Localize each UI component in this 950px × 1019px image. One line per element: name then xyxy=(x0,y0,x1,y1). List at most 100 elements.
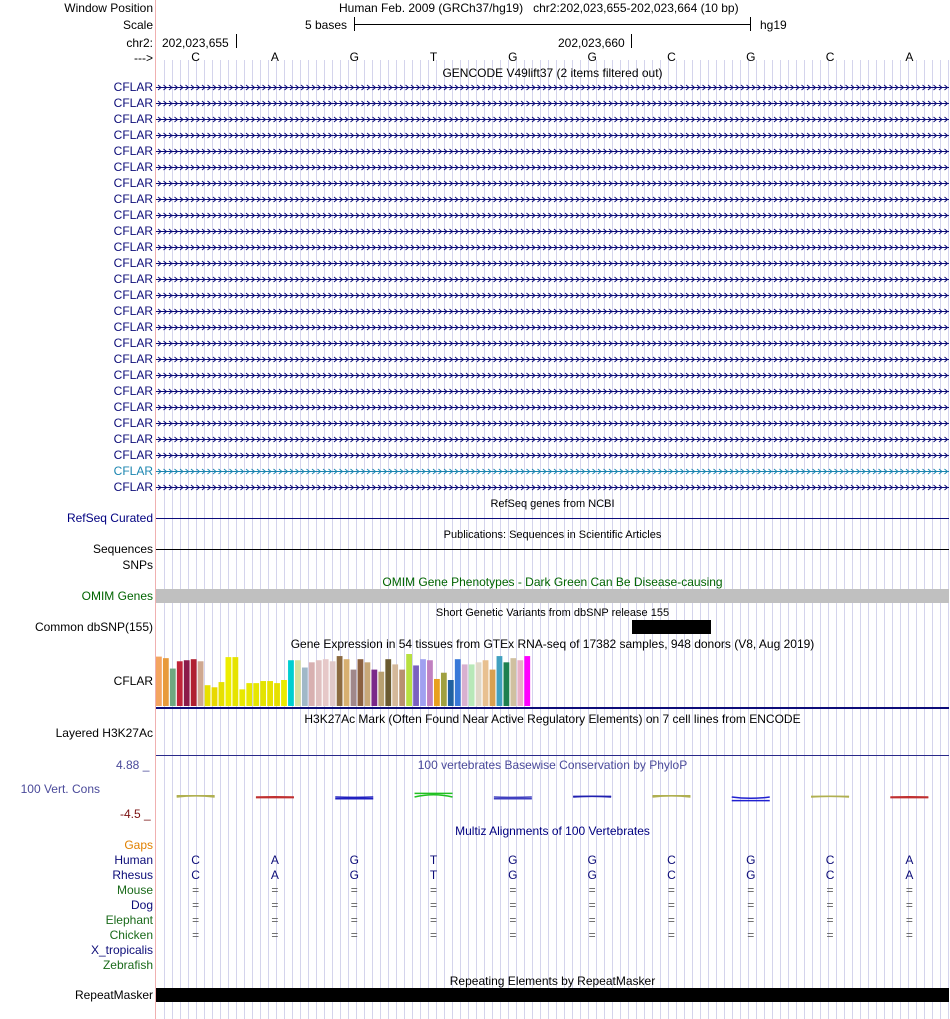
gencode-transcript[interactable] xyxy=(156,404,949,411)
gencode-transcript[interactable] xyxy=(156,180,949,187)
dbsnp-track-label[interactable]: Common dbSNP(155) xyxy=(34,620,153,634)
gtex-tissue-bar[interactable] xyxy=(162,658,169,706)
gencode-item-label[interactable]: CFLAR xyxy=(113,400,153,414)
gencode-item-label[interactable]: CFLAR xyxy=(113,240,153,254)
gencode-item-label[interactable]: CFLAR xyxy=(113,144,153,158)
multiz-species-label[interactable]: Mouse xyxy=(116,883,153,897)
gtex-tissue-bar[interactable] xyxy=(475,662,482,706)
gtex-tissue-bar[interactable] xyxy=(420,659,426,706)
multiz-species-label[interactable]: Elephant xyxy=(105,913,153,927)
gtex-tissue-bar[interactable] xyxy=(364,662,371,706)
multiz-species-label[interactable]: Chicken xyxy=(109,928,153,942)
gencode-item-label[interactable]: CFLAR xyxy=(113,416,153,430)
gtex-tissue-bar[interactable] xyxy=(274,683,280,706)
gtex-tissue-bar[interactable] xyxy=(343,659,350,706)
gencode-transcript[interactable] xyxy=(156,436,949,443)
gtex-tissue-bar[interactable] xyxy=(378,671,385,706)
gencode-transcript[interactable] xyxy=(156,356,949,363)
gtex-track-label[interactable]: CFLAR xyxy=(113,674,153,688)
publications-feature-line[interactable] xyxy=(156,549,949,550)
gtex-tissue-bar[interactable] xyxy=(482,660,489,706)
publications-track-label[interactable]: Sequences xyxy=(92,542,153,556)
gtex-tissue-bar[interactable] xyxy=(253,683,260,706)
gtex-tissue-bar[interactable] xyxy=(156,656,162,706)
gencode-item-label[interactable]: CFLAR xyxy=(113,288,153,302)
gtex-tissue-bar[interactable] xyxy=(350,669,357,706)
gtex-tissue-bar[interactable] xyxy=(315,660,322,706)
gencode-item-label[interactable]: CFLAR xyxy=(113,208,153,222)
gtex-tissue-bar[interactable] xyxy=(413,665,419,706)
gencode-transcript[interactable] xyxy=(156,420,949,427)
gtex-tissue-bar[interactable] xyxy=(204,685,211,706)
gtex-tissue-bar[interactable] xyxy=(281,680,287,706)
gtex-tissue-bar[interactable] xyxy=(190,659,197,706)
gencode-item-label[interactable]: CFLAR xyxy=(113,160,153,174)
dbsnp-feature-block[interactable] xyxy=(632,620,711,634)
gtex-tissue-bar[interactable] xyxy=(524,656,531,706)
gtex-tissue-bar[interactable] xyxy=(336,656,343,706)
gencode-item-label[interactable]: CFLAR xyxy=(113,336,153,350)
gtex-tissue-bar[interactable] xyxy=(371,669,378,706)
gtex-tissue-bar[interactable] xyxy=(357,659,364,706)
gtex-tissue-bar[interactable] xyxy=(169,668,176,706)
gencode-transcript[interactable] xyxy=(156,276,949,283)
gtex-tissue-bar[interactable] xyxy=(232,657,239,706)
multiz-species-label[interactable]: Human xyxy=(114,853,153,867)
gtex-tissue-bar[interactable] xyxy=(218,682,225,706)
gencode-transcript[interactable] xyxy=(156,116,949,123)
gencode-item-label[interactable]: CFLAR xyxy=(113,352,153,366)
multiz-species-label[interactable]: X_tropicalis xyxy=(90,943,153,957)
gencode-transcript[interactable] xyxy=(156,340,949,347)
gencode-item-label[interactable]: CFLAR xyxy=(113,304,153,318)
gencode-item-label[interactable]: CFLAR xyxy=(113,448,153,462)
phylop-track-label[interactable]: 100 Vert. Cons xyxy=(20,782,100,796)
gtex-tissue-bar[interactable] xyxy=(468,664,475,706)
gencode-item-label[interactable]: CFLAR xyxy=(113,128,153,142)
gencode-transcript[interactable] xyxy=(156,164,949,171)
gencode-transcript[interactable] xyxy=(156,468,949,475)
gencode-item-label[interactable]: CFLAR xyxy=(113,192,153,206)
omim-feature-bar[interactable] xyxy=(156,589,949,603)
gencode-item-label[interactable]: CFLAR xyxy=(113,464,153,478)
gtex-tissue-bar[interactable] xyxy=(308,662,315,706)
gtex-tissue-bar[interactable] xyxy=(496,656,503,706)
multiz-species-label[interactable]: Rhesus xyxy=(112,868,153,882)
gtex-tissue-bar[interactable] xyxy=(454,659,461,706)
gencode-item-label[interactable]: CFLAR xyxy=(113,256,153,270)
gencode-transcript[interactable] xyxy=(156,372,949,379)
refseq-track-label[interactable]: RefSeq Curated xyxy=(66,511,153,525)
gencode-transcript[interactable] xyxy=(156,388,949,395)
gencode-item-label[interactable]: CFLAR xyxy=(113,96,153,110)
gencode-transcript[interactable] xyxy=(156,132,949,139)
gtex-tissue-bar[interactable] xyxy=(503,662,510,706)
gencode-transcript[interactable] xyxy=(156,228,949,235)
gtex-tissue-bar[interactable] xyxy=(225,657,232,706)
multiz-species-label[interactable]: Zebrafish xyxy=(102,958,153,972)
gtex-tissue-bar[interactable] xyxy=(427,660,433,706)
gtex-tissue-bar[interactable] xyxy=(260,681,267,706)
gtex-tissue-bar[interactable] xyxy=(489,669,496,706)
gtex-tissue-bar[interactable] xyxy=(461,664,468,706)
gencode-transcript[interactable] xyxy=(156,484,949,491)
gencode-item-label[interactable]: CFLAR xyxy=(113,112,153,126)
gencode-item-label[interactable]: CFLAR xyxy=(113,320,153,334)
gencode-item-label[interactable]: CFLAR xyxy=(113,176,153,190)
gencode-transcript[interactable] xyxy=(156,244,949,251)
gtex-tissue-bar[interactable] xyxy=(246,683,253,706)
gencode-item-label[interactable]: CFLAR xyxy=(113,384,153,398)
gtex-tissue-bar[interactable] xyxy=(385,659,392,706)
repeatmasker-feature-block[interactable] xyxy=(156,988,949,1002)
h3k27ac-track-label[interactable]: Layered H3K27Ac xyxy=(55,726,153,740)
gtex-tissue-bar[interactable] xyxy=(183,660,190,706)
gtex-tissue-bar[interactable] xyxy=(447,680,454,706)
gtex-tissue-bar[interactable] xyxy=(322,659,329,706)
gencode-transcript[interactable] xyxy=(156,308,949,315)
gtex-tissue-bar[interactable] xyxy=(406,654,412,706)
gtex-tissue-bar[interactable] xyxy=(399,669,406,706)
snps-track-label[interactable]: SNPs xyxy=(122,558,153,572)
gtex-tissue-bar[interactable] xyxy=(517,660,524,706)
refseq-feature-line[interactable] xyxy=(156,518,949,519)
gtex-tissue-bar[interactable] xyxy=(392,664,399,706)
